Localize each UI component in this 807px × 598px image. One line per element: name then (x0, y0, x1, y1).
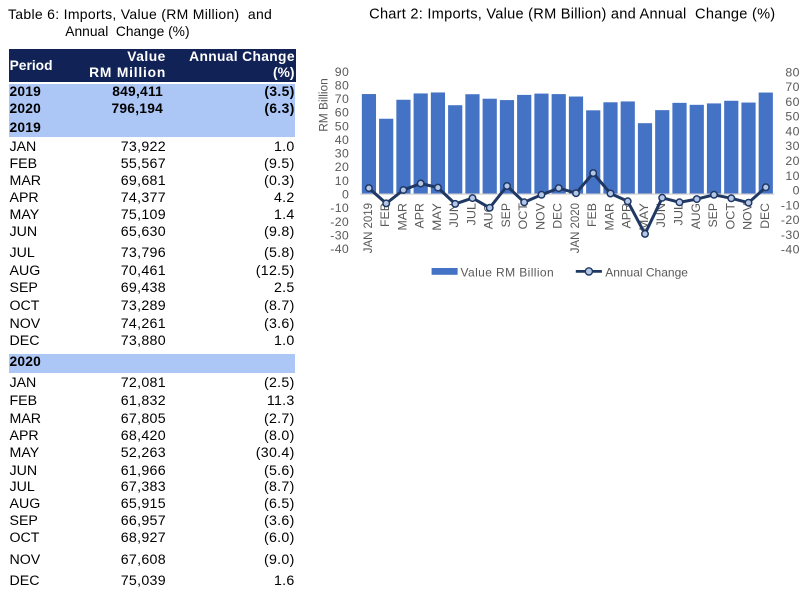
svg-text:20: 20 (335, 160, 349, 174)
svg-text:MAY: MAY (430, 203, 444, 231)
svg-text:50: 50 (785, 110, 799, 124)
svg-text:RM Billion: RM Billion (317, 78, 331, 132)
svg-text:20: 20 (785, 154, 799, 168)
svg-text:MAR: MAR (603, 203, 617, 231)
svg-text:-20: -20 (330, 215, 349, 229)
svg-text:APR: APR (413, 203, 427, 229)
svg-text:50: 50 (335, 119, 349, 133)
svg-text:40: 40 (335, 133, 349, 147)
svg-text:70: 70 (785, 80, 799, 94)
svg-text:0: 0 (793, 184, 800, 198)
svg-text:-40: -40 (781, 243, 800, 257)
svg-text:30: 30 (785, 139, 799, 153)
svg-text:FEB: FEB (585, 203, 599, 227)
svg-text:70: 70 (335, 92, 349, 106)
svg-text:60: 60 (785, 95, 799, 109)
svg-text:80: 80 (785, 65, 799, 79)
svg-text:JUN: JUN (654, 203, 668, 228)
svg-text:MAR: MAR (395, 203, 409, 231)
svg-text:SEP: SEP (706, 203, 720, 228)
svg-text:Annual Change: Annual Change (605, 265, 688, 279)
svg-text:40: 40 (785, 125, 799, 139)
svg-text:-10: -10 (781, 198, 800, 212)
svg-text:60: 60 (335, 106, 349, 120)
svg-text:OCT: OCT (516, 203, 530, 230)
svg-text:SEP: SEP (499, 203, 513, 228)
svg-text:-20: -20 (781, 213, 800, 227)
svg-text:-30: -30 (330, 228, 349, 242)
svg-text:JUL: JUL (465, 203, 479, 226)
svg-text:0: 0 (342, 188, 349, 202)
svg-text:80: 80 (335, 79, 349, 93)
svg-text:-10: -10 (330, 201, 349, 215)
svg-text:AUG: AUG (689, 203, 703, 229)
svg-text:NOV: NOV (534, 202, 548, 230)
svg-text:NOV: NOV (741, 202, 755, 230)
svg-text:JAN 2019: JAN 2019 (361, 203, 375, 253)
svg-text:-40: -40 (330, 242, 349, 256)
svg-text:FEB: FEB (378, 203, 392, 227)
svg-text:-30: -30 (781, 228, 800, 242)
svg-text:90: 90 (335, 65, 349, 79)
svg-text:OCT: OCT (723, 203, 737, 230)
svg-text:DEC: DEC (551, 203, 565, 229)
svg-text:JUN: JUN (447, 203, 461, 228)
svg-text:DEC: DEC (758, 203, 772, 229)
svg-text:30: 30 (335, 147, 349, 161)
svg-text:10: 10 (785, 169, 799, 183)
svg-text:Chart 2: Imports, Value (RM Bi: Chart 2: Imports, Value (RM Billion) and… (369, 7, 775, 23)
svg-text:APR: APR (620, 203, 634, 229)
svg-text:JAN 2020: JAN 2020 (568, 203, 582, 253)
svg-text:10: 10 (335, 174, 349, 188)
svg-text:JUL: JUL (672, 203, 686, 226)
svg-text:Value RM Billion: Value RM Billion (461, 265, 555, 279)
